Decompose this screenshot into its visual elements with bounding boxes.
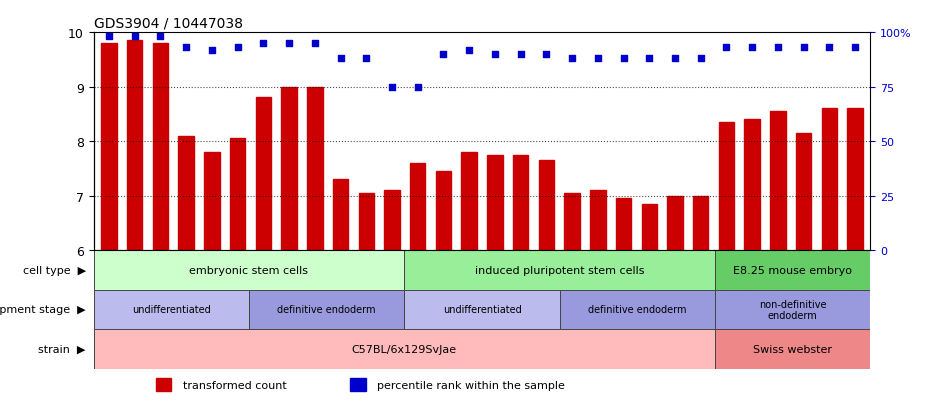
Bar	[333, 180, 348, 250]
FancyBboxPatch shape	[94, 330, 715, 369]
Bar	[641, 204, 657, 250]
Point	[488, 52, 503, 58]
FancyBboxPatch shape	[94, 250, 404, 290]
Bar	[350, 378, 366, 391]
Point	[642, 56, 657, 62]
FancyBboxPatch shape	[404, 290, 560, 330]
Point	[461, 47, 476, 54]
Text: GDS3904 / 10447038: GDS3904 / 10447038	[94, 17, 242, 31]
FancyBboxPatch shape	[560, 290, 715, 330]
Point	[770, 45, 785, 52]
Bar	[461, 152, 477, 250]
Point	[358, 56, 373, 62]
Bar	[822, 109, 837, 250]
Point	[179, 45, 194, 52]
Bar	[847, 109, 863, 250]
Point	[307, 40, 322, 47]
Text: embryonic stem cells: embryonic stem cells	[189, 265, 309, 275]
Point	[564, 56, 579, 62]
FancyBboxPatch shape	[715, 330, 870, 369]
Text: strain  ▶: strain ▶	[38, 344, 86, 354]
Text: undifferentiated: undifferentiated	[443, 305, 521, 315]
Point	[204, 47, 219, 54]
Text: E8.25 mouse embryo: E8.25 mouse embryo	[733, 265, 853, 275]
Point	[616, 56, 631, 62]
Bar	[282, 88, 297, 250]
Text: definitive endoderm: definitive endoderm	[588, 305, 687, 315]
Bar	[513, 155, 528, 250]
FancyBboxPatch shape	[249, 290, 404, 330]
Bar	[744, 120, 760, 250]
Bar	[385, 191, 400, 250]
Bar	[770, 112, 785, 250]
Point	[797, 45, 812, 52]
Bar	[564, 193, 579, 250]
Bar	[667, 196, 682, 250]
Bar	[719, 123, 734, 250]
Point	[333, 56, 348, 62]
Point	[153, 34, 168, 41]
Bar	[307, 88, 323, 250]
Bar	[101, 44, 117, 250]
Text: C57BL/6x129SvJae: C57BL/6x129SvJae	[352, 344, 457, 354]
Point	[436, 52, 451, 58]
Bar	[410, 164, 426, 250]
Point	[513, 52, 528, 58]
Point	[848, 45, 863, 52]
Bar	[204, 152, 220, 250]
Text: Swiss webster: Swiss webster	[753, 344, 832, 354]
Point	[410, 84, 425, 91]
Point	[694, 56, 709, 62]
Point	[230, 45, 245, 52]
Point	[101, 34, 116, 41]
Bar	[487, 155, 503, 250]
Text: undifferentiated: undifferentiated	[132, 305, 211, 315]
Point	[591, 56, 606, 62]
Text: percentile rank within the sample: percentile rank within the sample	[377, 380, 565, 390]
Point	[745, 45, 760, 52]
FancyBboxPatch shape	[715, 250, 870, 290]
Text: induced pluripotent stem cells: induced pluripotent stem cells	[475, 265, 645, 275]
Bar	[358, 193, 374, 250]
FancyBboxPatch shape	[94, 290, 249, 330]
Text: non-definitive
endoderm: non-definitive endoderm	[759, 299, 826, 320]
FancyBboxPatch shape	[404, 250, 715, 290]
Point	[282, 40, 297, 47]
Text: transformed count: transformed count	[183, 380, 286, 390]
Bar	[693, 196, 709, 250]
Bar	[230, 139, 245, 250]
Bar	[538, 161, 554, 250]
Bar	[127, 41, 142, 250]
Point	[719, 45, 734, 52]
Point	[539, 52, 554, 58]
Text: development stage  ▶: development stage ▶	[0, 305, 86, 315]
Point	[385, 84, 400, 91]
Bar	[179, 136, 194, 250]
Text: cell type  ▶: cell type ▶	[22, 265, 86, 275]
Bar	[256, 98, 271, 250]
Text: definitive endoderm: definitive endoderm	[277, 305, 376, 315]
Point	[667, 56, 682, 62]
Bar	[616, 199, 631, 250]
Point	[822, 45, 837, 52]
Bar	[153, 44, 168, 250]
Point	[127, 34, 142, 41]
Bar	[796, 133, 812, 250]
FancyBboxPatch shape	[715, 290, 870, 330]
Bar	[590, 191, 606, 250]
Bar	[436, 172, 451, 250]
Bar	[155, 378, 171, 391]
Point	[256, 40, 271, 47]
